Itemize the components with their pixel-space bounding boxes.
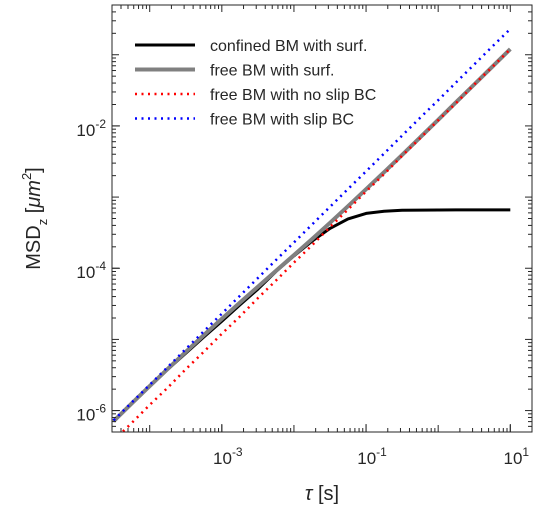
y-label-part: 2 (19, 173, 34, 180)
tick-base: 10 (357, 449, 376, 468)
tick-base: 10 (76, 406, 95, 425)
y-label-part: MSD (23, 225, 45, 269)
tick-label: 10-6 (76, 402, 106, 425)
tick-label: 10-3 (213, 445, 243, 468)
tick-base: 10 (76, 263, 95, 282)
tick-exponent: -6 (95, 402, 106, 416)
tick-exponent: -3 (232, 445, 243, 459)
tick-exponent: -1 (376, 445, 387, 459)
y-label-part: [ (23, 207, 45, 219)
tick-exponent: -2 (95, 117, 106, 131)
legend-label: free BM with no slip BC (210, 87, 376, 104)
plot-area (112, 28, 512, 432)
y-label-part: μm (23, 180, 45, 209)
tick-label: 10-2 (76, 117, 106, 140)
y-label-part: ] (23, 167, 45, 173)
legend-label: free BM with surf. (210, 63, 334, 80)
tick-base: 10 (76, 121, 95, 140)
x-label-part: τ (305, 483, 314, 505)
tick-exponent: 1 (522, 445, 529, 459)
tick-exponent: -4 (95, 259, 106, 273)
tick-label: 10-1 (357, 445, 387, 468)
tick-base: 10 (503, 449, 522, 468)
tick-label: 101 (503, 445, 529, 468)
series-line (120, 48, 512, 432)
legend-label: free BM with slip BC (210, 112, 354, 129)
series-line (112, 28, 512, 422)
tick-label: 10-4 (76, 259, 106, 282)
tick-base: 10 (213, 449, 232, 468)
series-line (112, 47, 512, 423)
y-axis-label: MSDz [μm2] (19, 167, 50, 270)
y-label-part: z (35, 219, 50, 226)
legend-label: confined BM with surf. (210, 38, 367, 55)
x-axis-label: τ [s] (305, 483, 339, 505)
x-label-part: [s] (312, 483, 339, 505)
